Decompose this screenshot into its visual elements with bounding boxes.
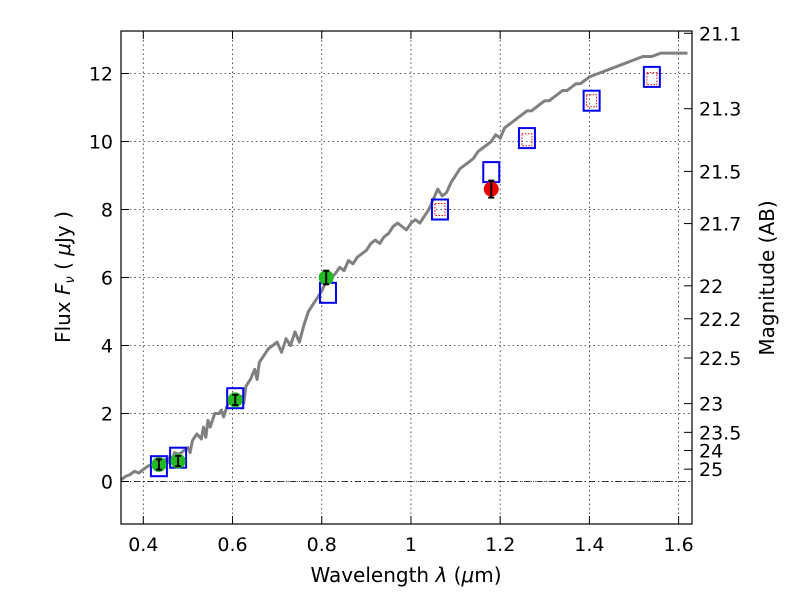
model-photometry-box	[642, 65, 661, 88]
mag-tick-label: 24	[699, 440, 723, 462]
y-tick-label: 10	[89, 132, 113, 154]
x-tick-label: 0.4	[128, 534, 158, 556]
mag-tick-label: 22.5	[699, 348, 741, 370]
mag-tick-label: 22	[699, 276, 723, 298]
model-photometry-box	[582, 89, 601, 112]
model-photometry-box	[517, 127, 536, 150]
mag-tick-label: 25	[699, 459, 723, 481]
inner-square	[646, 72, 658, 86]
x-tick-label: 1.4	[574, 534, 604, 556]
sed-model-line	[120, 51, 688, 481]
model-photometry-box	[430, 198, 449, 221]
y-tick-label: 8	[101, 200, 113, 222]
y-tick-label: 0	[101, 472, 113, 494]
mag-tick-label: 21.1	[699, 23, 741, 45]
x-tick-label: 1.6	[664, 534, 694, 556]
mag-tick-label: 21.5	[699, 161, 741, 183]
model-photometry-box	[149, 455, 168, 478]
x-axis-label: Wavelength λ (μm)	[310, 563, 501, 587]
y-tick-label: 12	[89, 64, 113, 86]
inner-square	[586, 94, 598, 108]
ticks-layer: 0.4 0.6 0.8 1 1.2 1.4 1.602468101221.121.321.5…	[89, 23, 742, 556]
x-tick-label: 1	[405, 534, 417, 556]
x-tick-label: 1.2	[485, 534, 515, 556]
model-photometry-box	[226, 387, 245, 410]
x-tick-label: 0.6	[217, 534, 247, 556]
y-tick-label: 6	[101, 268, 113, 290]
mag-tick-label: 22.2	[699, 309, 741, 331]
mag-tick-label: 23	[699, 394, 723, 416]
mag-tick-label: 21.3	[699, 99, 741, 121]
secondary-y-axis-label: Magnitude (AB)	[755, 200, 779, 355]
inner-square	[434, 203, 446, 216]
grid-layer	[121, 31, 692, 524]
y-axis-label: Flux Fν ( μJy )	[51, 211, 78, 343]
x-tick-label: 0.8	[307, 534, 337, 556]
mag-tick-label: 21.7	[699, 214, 741, 236]
mag-tick-label: 23.5	[699, 422, 741, 444]
marks-layer	[149, 65, 661, 478]
y-tick-label: 2	[101, 404, 113, 426]
inner-square	[521, 133, 533, 147]
y-tick-label: 4	[101, 336, 113, 358]
